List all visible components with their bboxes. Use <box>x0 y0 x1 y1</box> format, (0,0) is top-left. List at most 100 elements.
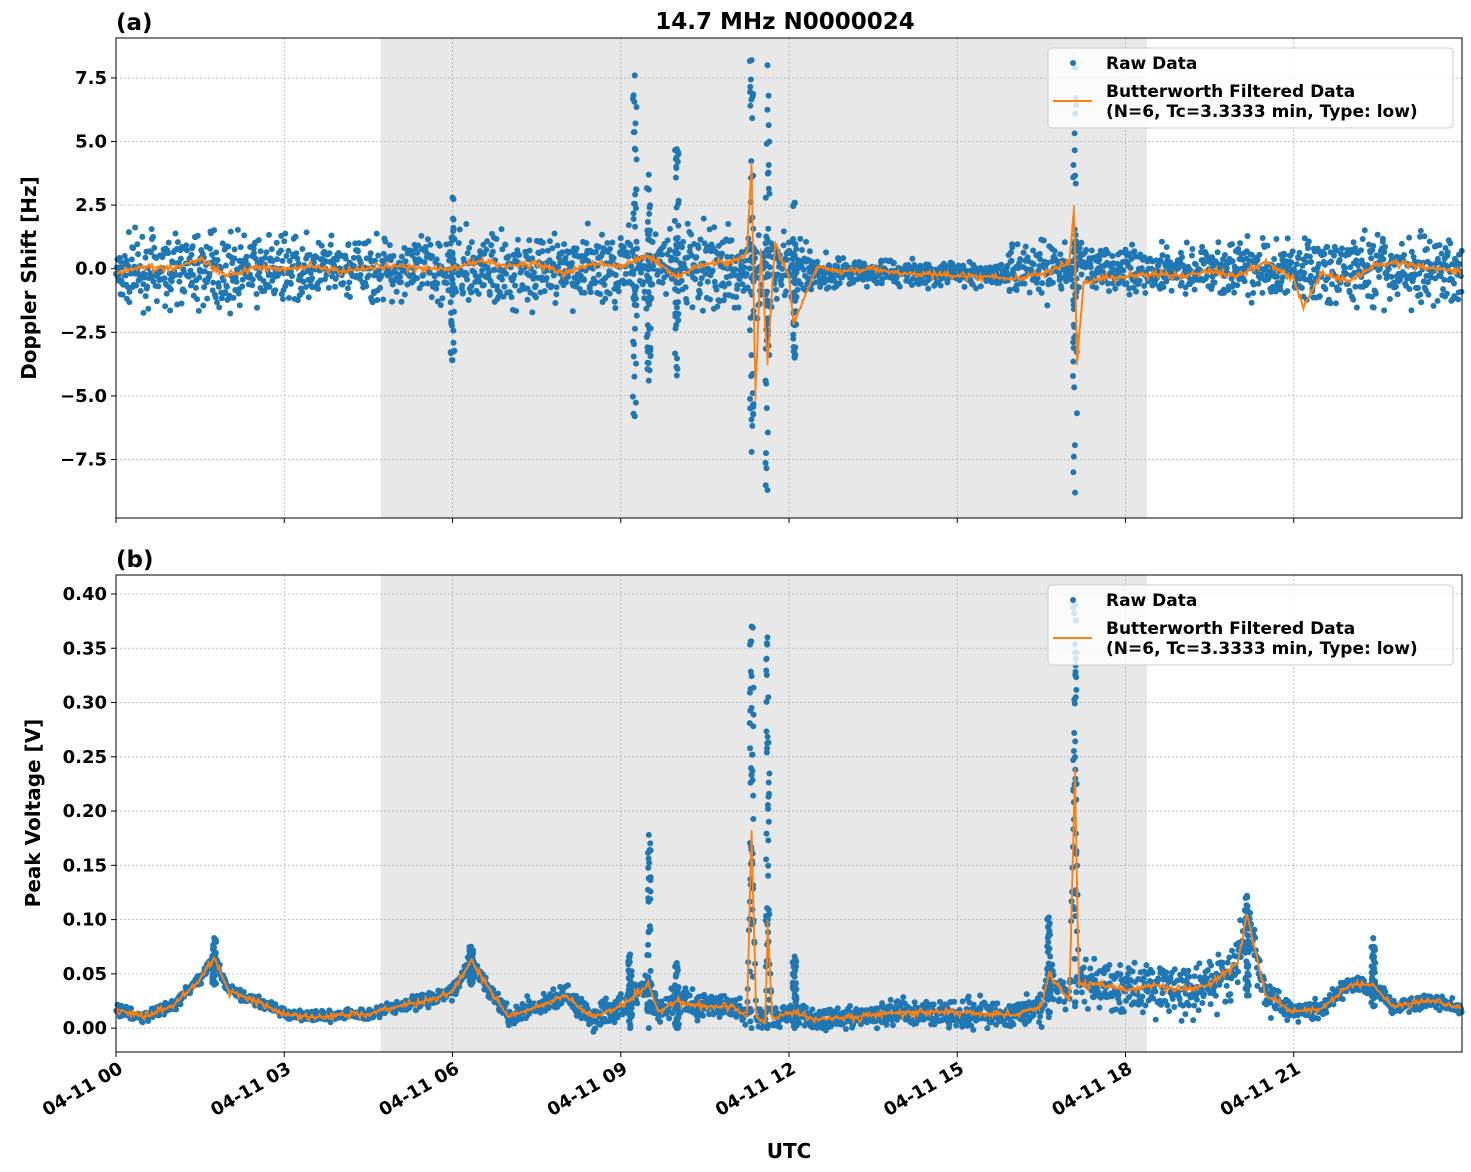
raw-data-point <box>790 239 797 246</box>
raw-data-point <box>1028 266 1035 273</box>
raw-data-point <box>721 283 728 290</box>
raw-data-point <box>236 302 243 309</box>
raw-data-point <box>414 249 421 256</box>
raw-data-point <box>675 288 682 295</box>
raw-data-point <box>790 348 797 355</box>
raw-data-point <box>632 120 639 127</box>
raw-data-point <box>447 273 454 280</box>
raw-data-point <box>671 217 678 224</box>
raw-data-point <box>463 221 470 228</box>
raw-data-point <box>1308 258 1315 265</box>
raw-data-point <box>285 295 292 302</box>
raw-data-point <box>631 129 638 136</box>
raw-data-point <box>1241 278 1248 285</box>
raw-data-point <box>1336 286 1343 293</box>
raw-data-point <box>720 297 727 304</box>
y-tick-label: 0.00 <box>63 1018 107 1039</box>
raw-data-point <box>741 264 748 271</box>
raw-data-point <box>1332 300 1339 307</box>
raw-data-point <box>764 62 771 69</box>
raw-data-point <box>443 273 450 280</box>
raw-data-point <box>1289 248 1296 255</box>
raw-data-point <box>1117 971 1124 978</box>
raw-data-point <box>763 405 770 412</box>
raw-data-point <box>1229 258 1236 265</box>
raw-data-point <box>287 280 294 287</box>
raw-data-point <box>279 296 286 303</box>
raw-data-point <box>764 429 771 436</box>
raw-data-point <box>666 1015 673 1022</box>
raw-data-point <box>1088 247 1095 254</box>
raw-data-point <box>1380 256 1387 263</box>
raw-data-point <box>317 277 324 284</box>
raw-data-point <box>765 273 772 280</box>
raw-data-point <box>644 274 651 281</box>
raw-data-point <box>133 282 140 289</box>
raw-data-point <box>554 242 561 249</box>
raw-data-point <box>803 1004 810 1011</box>
raw-data-point <box>181 288 188 295</box>
raw-data-point <box>748 416 755 423</box>
raw-data-point <box>1316 293 1323 300</box>
raw-data-point <box>736 995 743 1002</box>
raw-data-point <box>1023 991 1030 998</box>
raw-data-point <box>633 104 640 111</box>
raw-data-point <box>615 288 622 295</box>
raw-data-point <box>673 304 680 311</box>
raw-data-point <box>305 294 312 301</box>
raw-data-point <box>738 248 745 255</box>
raw-data-point <box>398 253 405 260</box>
raw-data-point <box>1359 235 1366 242</box>
raw-data-point <box>300 278 307 285</box>
raw-data-point <box>595 271 602 278</box>
raw-data-point <box>774 271 781 278</box>
raw-data-point <box>436 242 443 249</box>
raw-data-point <box>201 284 208 291</box>
raw-data-point <box>631 413 638 420</box>
raw-data-point <box>1062 1006 1069 1013</box>
raw-data-point <box>1020 249 1027 256</box>
raw-data-point <box>1296 249 1303 256</box>
raw-data-point <box>1341 265 1348 272</box>
raw-data-point <box>1357 247 1364 254</box>
raw-data-point <box>583 240 590 247</box>
raw-data-point <box>183 242 190 249</box>
y-tick-label: 0.0 <box>75 259 107 280</box>
raw-data-point <box>878 257 885 264</box>
raw-data-point <box>165 250 172 257</box>
raw-data-point <box>1120 267 1127 274</box>
raw-data-point <box>764 487 771 494</box>
raw-data-point <box>126 288 133 295</box>
y-tick-label: 0.40 <box>63 584 107 605</box>
raw-data-point <box>789 261 796 268</box>
raw-data-point <box>327 241 334 248</box>
raw-data-point <box>409 252 416 259</box>
y-tick-label: 0.20 <box>63 801 107 822</box>
raw-data-point <box>347 294 354 301</box>
raw-data-point <box>286 258 293 265</box>
raw-data-point <box>424 280 431 287</box>
raw-data-point <box>167 286 174 293</box>
raw-data-point <box>449 251 456 258</box>
raw-data-point <box>241 232 248 239</box>
raw-data-point <box>694 267 701 274</box>
raw-data-point <box>1382 243 1389 250</box>
raw-data-point <box>768 240 775 247</box>
raw-data-point <box>498 226 505 233</box>
raw-data-point <box>688 231 695 238</box>
raw-data-point <box>1133 288 1140 295</box>
raw-data-point <box>664 237 671 244</box>
raw-data-point <box>742 1021 749 1028</box>
raw-data-point <box>747 102 754 109</box>
raw-data-point <box>548 283 555 290</box>
raw-data-point <box>204 295 211 302</box>
raw-data-point <box>669 1010 676 1017</box>
raw-data-point <box>128 270 135 277</box>
raw-data-point <box>762 459 769 466</box>
raw-data-point <box>765 185 772 192</box>
raw-data-point <box>1258 271 1265 278</box>
raw-data-point <box>386 242 393 249</box>
raw-data-point <box>1350 239 1357 246</box>
raw-data-point <box>1070 174 1077 181</box>
raw-data-point <box>1037 256 1044 263</box>
